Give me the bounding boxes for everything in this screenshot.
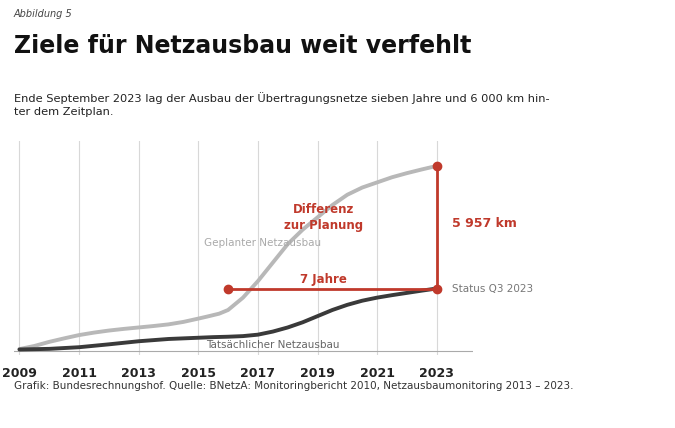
Text: 7 Jahre: 7 Jahre xyxy=(300,273,347,285)
Text: Ziele für Netzausbau weit verfehlt: Ziele für Netzausbau weit verfehlt xyxy=(14,34,471,58)
Text: Status Q3 2023: Status Q3 2023 xyxy=(452,283,533,294)
Text: Geplanter Netzausbau: Geplanter Netzausbau xyxy=(205,238,321,248)
Text: Abbildung 5: Abbildung 5 xyxy=(14,9,72,18)
Text: Differenz
zur Planung: Differenz zur Planung xyxy=(284,203,363,232)
Text: Ende September 2023 lag der Ausbau der Übertragungsnetze sieben Jahre und 6 000 : Ende September 2023 lag der Ausbau der Ü… xyxy=(14,92,549,117)
Text: 5 957 km: 5 957 km xyxy=(452,217,516,230)
Text: Grafik: Bundesrechnungshof. Quelle: BNetzA: Monitoringbericht 2010, Netzausbaumo: Grafik: Bundesrechnungshof. Quelle: BNet… xyxy=(14,381,573,391)
Text: Tatsächlicher Netzausbau: Tatsächlicher Netzausbau xyxy=(206,340,340,350)
